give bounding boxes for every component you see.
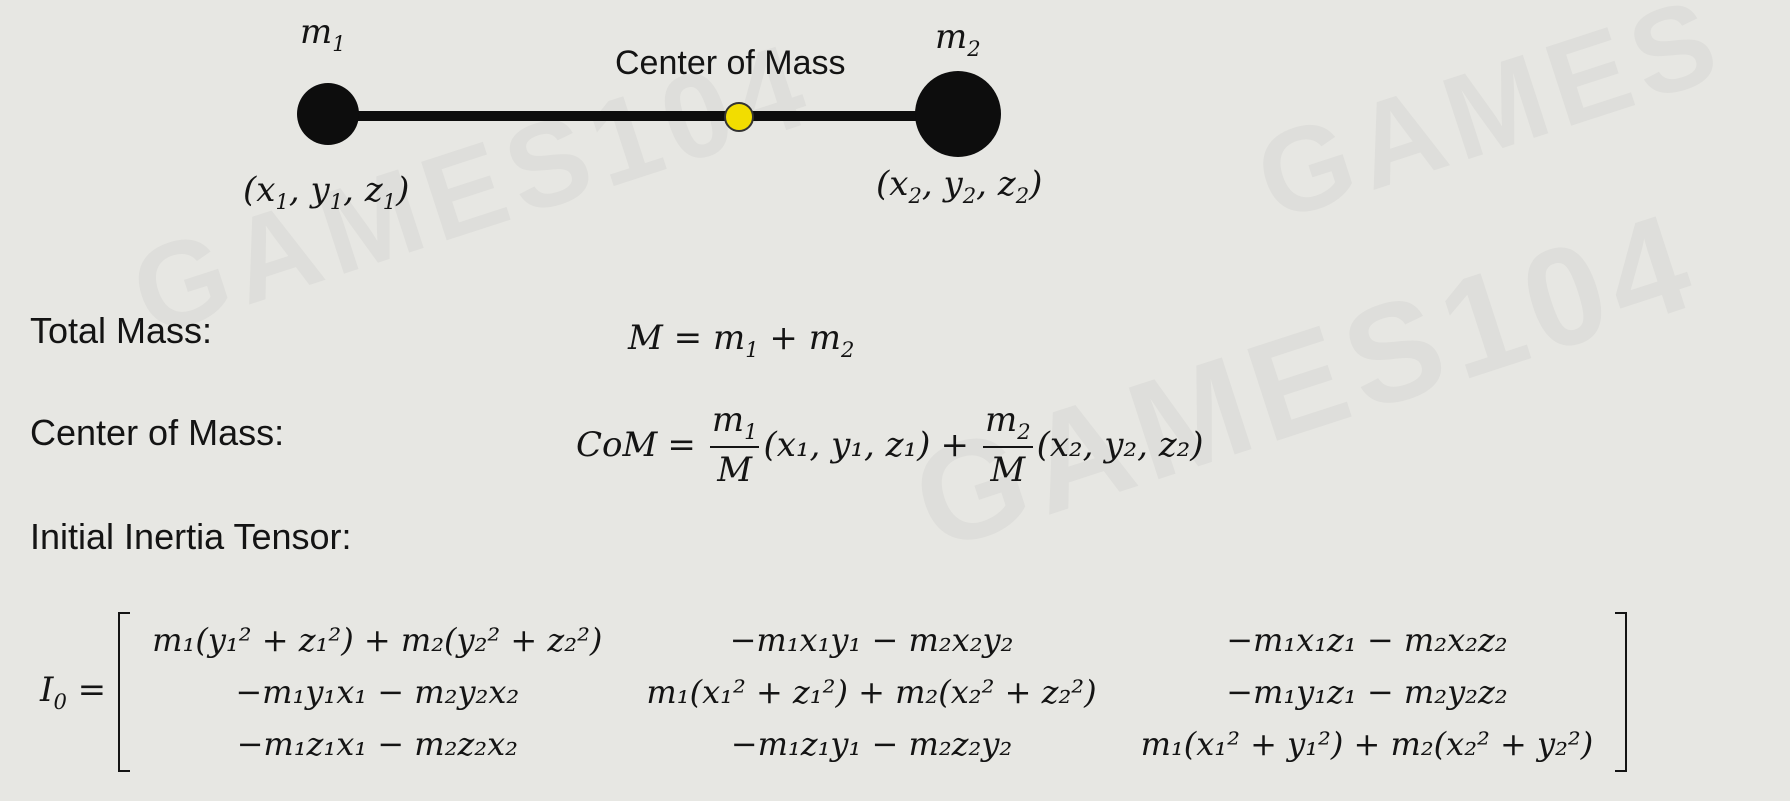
matrix-row: m₁(y₁² + z₁²) + m₂(y₂² + z₂²) −m₁x₁y₁ − … [130, 614, 1615, 666]
watermark: GAMES104 [895, 179, 1716, 584]
center-of-mass-row-label: Center of Mass: [30, 412, 285, 453]
left-bracket [118, 612, 131, 772]
matrix-lhs: I0 = [40, 670, 107, 714]
matrix-row: −m₁z₁x₁ − m₂z₂x₂ −m₁z₁y₁ − m₂z₂y₂ m₁(x₁²… [130, 718, 1615, 770]
matrix-cell: m₁(x₁² + z₁²) + m₂(x₂² + z₂²) [646, 673, 1097, 711]
matrix-cell: −m₁z₁x₁ − m₂z₂x₂ [236, 725, 518, 763]
center-of-mass-dot [724, 102, 754, 132]
matrix-cell: m₁(y₁² + z₁²) + m₂(y₂² + z₂²) [152, 621, 603, 659]
mass-2-label: m2 [935, 17, 981, 61]
matrix-cell: −m₁x₁y₁ − m₂x₂y₂ [729, 621, 1014, 659]
center-of-mass-label: Center of Mass [615, 44, 846, 82]
inertia-matrix: m₁(y₁² + z₁²) + m₂(y₂² + z₂²) −m₁x₁y₁ − … [130, 614, 1615, 770]
mass-1-label: m1 [300, 12, 346, 56]
matrix-cell: −m₁y₁x₁ − m₂y₂x₂ [235, 673, 520, 711]
inertia-tensor-equation: I0 = m₁(y₁² + z₁²) + m₂(y₂² + z₂²) −m₁x₁… [40, 612, 1628, 772]
mass-2-dot [915, 71, 1001, 157]
matrix-cell: −m₁x₁z₁ − m₂x₂z₂ [1226, 621, 1508, 659]
position-2-label: (x2, y2, z2) [876, 164, 1043, 208]
right-bracket [1615, 612, 1628, 772]
total-mass-equation: M = m1 + m2 [628, 318, 855, 362]
two-mass-diagram [297, 71, 1001, 157]
matrix-row: −m₁y₁x₁ − m₂y₂x₂ m₁(x₁² + z₁²) + m₂(x₂² … [130, 666, 1615, 718]
matrix-cell: −m₁y₁z₁ − m₂y₂z₂ [1226, 673, 1508, 711]
matrix-cell: −m₁z₁y₁ − m₂z₂y₂ [730, 725, 1013, 763]
inertia-tensor-label: Initial Inertia Tensor: [30, 516, 352, 557]
total-mass-label: Total Mass: [30, 310, 213, 351]
position-1-label: (x1, y1, z1) [243, 170, 410, 214]
fraction-2: m2 M [982, 400, 1033, 490]
fraction-1: m1 M [709, 400, 760, 490]
mass-1-dot [297, 83, 359, 145]
center-of-mass-equation: CoM = m1 M (x₁, y₁, z₁) + m2 M (x₂, y₂, … [576, 400, 1204, 490]
matrix-cell: m₁(x₁² + y₁²) + m₂(x₂² + y₂²) [1140, 725, 1594, 763]
